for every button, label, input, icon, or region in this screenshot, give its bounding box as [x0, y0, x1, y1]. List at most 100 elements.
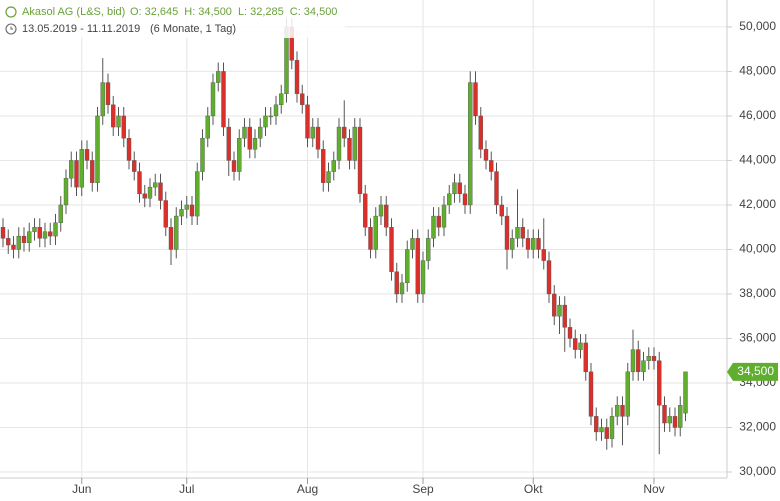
quote-label: H: — [184, 6, 195, 18]
candle-body — [352, 126, 357, 161]
candle-body — [651, 356, 657, 361]
candle-body — [305, 104, 310, 139]
candle-body — [489, 160, 494, 172]
candle-body — [74, 160, 79, 188]
candle-body — [121, 115, 126, 139]
candle-body — [111, 104, 116, 128]
candle-body — [326, 171, 331, 183]
candle-body — [499, 204, 504, 217]
candle-body — [32, 227, 37, 232]
x-tick-label: Jul — [179, 482, 194, 496]
candle-body — [452, 182, 457, 195]
candle-body — [615, 405, 620, 417]
candle-body — [252, 137, 258, 150]
candle-body — [163, 200, 168, 228]
candle-body — [620, 405, 625, 417]
candle-body — [410, 238, 415, 250]
candle-body — [373, 215, 378, 250]
candle-body — [441, 204, 447, 228]
y-tick-label: 42,000 — [739, 197, 776, 211]
candle-body — [342, 126, 347, 139]
candle-body — [221, 71, 226, 128]
y-tick-label: 38,000 — [739, 286, 776, 300]
candle-body — [457, 182, 462, 195]
candle-body — [79, 149, 84, 188]
candle-body — [315, 126, 321, 150]
candle-body — [279, 93, 284, 106]
candle-body — [132, 160, 137, 172]
candle-body — [58, 204, 63, 223]
candle-body — [174, 215, 179, 250]
candle-body — [552, 293, 557, 317]
candle-body — [69, 160, 74, 179]
x-tick-label: Okt — [524, 482, 543, 496]
candle-body — [247, 126, 252, 150]
candle-body — [667, 416, 672, 424]
candle-body — [567, 327, 573, 339]
candle-body — [604, 427, 609, 439]
candle-body — [415, 238, 420, 295]
candle-body — [258, 126, 263, 139]
candle-body — [63, 178, 69, 206]
candle-body — [588, 371, 594, 417]
candle-body — [536, 238, 541, 250]
candle-body — [27, 231, 32, 243]
candle-body — [137, 171, 142, 195]
candle-body — [625, 371, 630, 417]
header-title: Akasol AG (L&S, bid) — [22, 6, 125, 18]
price-tag-label: 34,500 — [737, 364, 774, 378]
candle-body — [153, 182, 158, 188]
candle-body — [100, 82, 105, 117]
quote-value: 34,500 — [198, 6, 232, 18]
candle-body — [672, 416, 678, 428]
candle-body — [226, 126, 231, 161]
candle-body — [473, 82, 478, 117]
candle-body — [630, 349, 636, 373]
x-tick-label: Nov — [643, 482, 664, 496]
candle-body — [504, 215, 510, 250]
candle-body — [389, 227, 394, 272]
candle-body — [525, 238, 531, 250]
candle-body — [273, 104, 279, 117]
candle-body — [368, 227, 373, 250]
candle-body — [147, 186, 153, 199]
candle-body — [11, 244, 16, 250]
candle-body — [420, 260, 426, 295]
candle-body — [646, 356, 651, 361]
candle-body — [116, 115, 121, 128]
candle-body — [48, 231, 53, 237]
candle-body — [578, 342, 583, 350]
y-tick-label: 50,000 — [739, 19, 776, 33]
candle-body — [16, 235, 21, 250]
candle-body — [483, 149, 489, 161]
x-tick-label: Aug — [297, 482, 318, 496]
candle-body — [268, 115, 273, 118]
quote-label: O: — [130, 6, 142, 18]
candle-body — [21, 235, 27, 243]
candle-body — [321, 149, 326, 183]
candle-body — [599, 427, 604, 433]
candle-body — [90, 160, 95, 183]
quote-value: 32,645 — [145, 6, 179, 18]
candle-body — [468, 82, 473, 206]
y-tick-label: 46,000 — [739, 108, 776, 122]
candle-body — [678, 405, 683, 428]
candle-body — [189, 204, 195, 217]
candle-body — [431, 215, 436, 239]
candle-body — [462, 193, 468, 206]
quote-item: H: 34,500 — [184, 6, 232, 18]
quote-item: C: 34,500 — [290, 6, 338, 18]
candle-body — [142, 193, 147, 199]
clock-hands — [10, 26, 13, 30]
candle-body — [263, 115, 268, 128]
candle-body — [399, 282, 405, 295]
candle-body — [683, 371, 688, 414]
candle-body — [126, 137, 132, 161]
candle-body — [0, 227, 6, 239]
candle-body — [573, 338, 578, 350]
candle-body — [363, 193, 368, 228]
quote-value: 34,500 — [304, 6, 338, 18]
period: (6 Monate, 1 Tag) — [150, 23, 236, 35]
quote-value: 32,285 — [250, 6, 284, 18]
candle-body — [447, 193, 452, 206]
